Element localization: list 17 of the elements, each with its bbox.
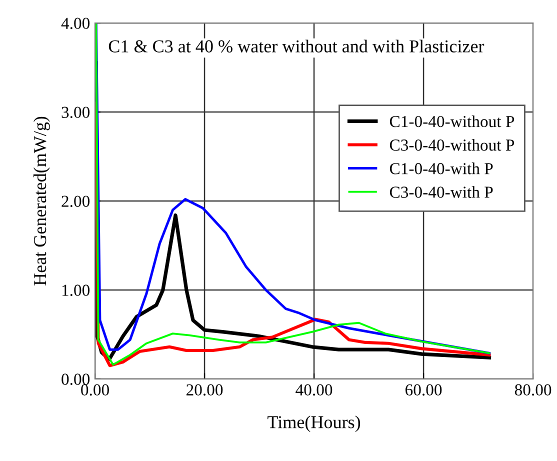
y-tick-label: 2.00: [62, 196, 90, 208]
y-tick-label: 3.00: [62, 106, 90, 118]
legend-label: C3-0-40-without P: [390, 139, 514, 151]
x-tick-label: 40.00: [296, 384, 332, 396]
x-axis-title: Time(Hours): [268, 416, 360, 432]
y-tick-label: 4.00: [61, 18, 90, 30]
legend-label: C1-0-40-without P: [390, 115, 514, 128]
legend-label: C1-0-40-with P: [390, 162, 493, 174]
x-tick-label: 80.00: [514, 384, 552, 396]
y-tick-label: 1.00: [62, 284, 90, 296]
x-tick-label: 60.00: [406, 384, 442, 396]
text: C1 & C3 at 40 % water without and with Plasticizer: [108, 40, 484, 53]
y-tick-label: 0.00: [62, 374, 90, 385]
y-axis-title: Heat Generated(mW/g): [33, 116, 50, 286]
x-tick-label: 20.00: [186, 384, 223, 396]
x-tick-label: 0.00: [81, 384, 109, 396]
legend-label: C3-0-40-with P: [390, 186, 493, 198]
